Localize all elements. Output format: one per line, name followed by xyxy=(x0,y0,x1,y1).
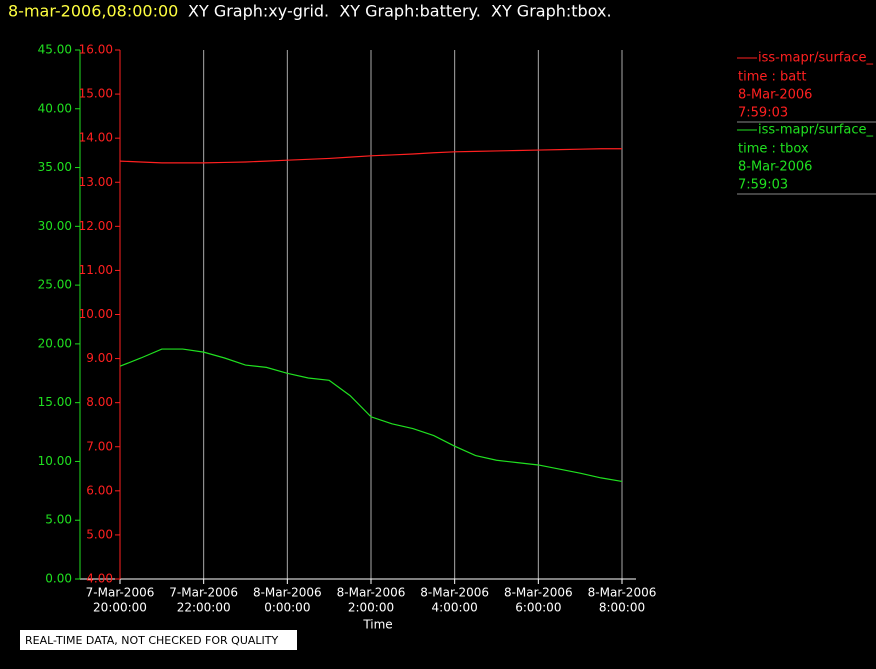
x-tick-label: 8-Mar-2006 xyxy=(420,586,489,600)
y2-tick-label: 14.00 xyxy=(79,131,113,145)
x-axis-title: Time xyxy=(362,618,392,632)
series-line xyxy=(119,348,623,483)
graph-list: XY Graph:xy-grid. XY Graph:battery. XY G… xyxy=(188,2,612,21)
legend-date: 8-Mar-2006 xyxy=(738,88,812,103)
x-tick-label: 4:00:00 xyxy=(432,601,478,615)
series-line xyxy=(119,148,622,164)
legend-name: iss-mapr/surface_ xyxy=(758,123,874,138)
legend-name: iss-mapr/surface_ xyxy=(758,51,874,66)
y-tick-label: 5.00 xyxy=(45,513,72,527)
y-tick-label: 10.00 xyxy=(38,454,72,468)
y-tick-label: 35.00 xyxy=(38,160,72,174)
x-tick-label: 2:00:00 xyxy=(348,601,394,615)
legend-time: 7:59:03 xyxy=(738,178,788,193)
x-tick-label: 8-Mar-2006 xyxy=(337,586,406,600)
y2-tick-label: 13.00 xyxy=(79,175,113,189)
y-tick-label: 20.00 xyxy=(38,336,72,350)
y2-tick-label: 11.00 xyxy=(79,263,113,277)
y-tick-label: 0.00 xyxy=(45,572,72,586)
y-tick-label: 30.00 xyxy=(38,219,72,233)
x-tick-label: 8-Mar-2006 xyxy=(504,586,573,600)
legend-date: 8-Mar-2006 xyxy=(738,160,812,175)
y2-tick-label: 10.00 xyxy=(79,307,113,321)
x-tick-label: 7-Mar-2006 xyxy=(169,586,238,600)
x-tick-label: 0:00:00 xyxy=(264,601,310,615)
x-tick-label: 6:00:00 xyxy=(515,601,561,615)
y2-tick-label: 7.00 xyxy=(86,439,113,453)
y2-tick-label: 16.00 xyxy=(79,43,113,57)
y2-tick-label: 6.00 xyxy=(86,483,113,497)
legend-time: 7:59:03 xyxy=(738,106,788,121)
x-tick-label: 8-Mar-2006 xyxy=(588,586,657,600)
timestamp: 8-mar-2006,08:00:00 xyxy=(8,2,178,21)
x-tick-label: 20:00:00 xyxy=(93,601,147,615)
y2-tick-label: 5.00 xyxy=(86,527,113,541)
y2-tick-label: 12.00 xyxy=(79,219,113,233)
footer-note: REAL-TIME DATA, NOT CHECKED FOR QUALITY xyxy=(25,634,279,647)
y2-tick-label: 8.00 xyxy=(86,395,113,409)
x-tick-label: 8-Mar-2006 xyxy=(253,586,322,600)
y-tick-label: 45.00 xyxy=(38,43,72,57)
legend-desc: time : tbox xyxy=(738,142,809,157)
y-tick-label: 25.00 xyxy=(38,278,72,292)
x-tick-label: 8:00:00 xyxy=(599,601,645,615)
y-tick-label: 15.00 xyxy=(38,395,72,409)
legend-desc: time : batt xyxy=(738,70,806,85)
y2-tick-label: 15.00 xyxy=(79,87,113,101)
y-tick-label: 40.00 xyxy=(38,101,72,115)
x-tick-label: 22:00:00 xyxy=(177,601,231,615)
x-tick-label: 7-Mar-2006 xyxy=(86,586,155,600)
y2-tick-label: 4.00 xyxy=(86,572,113,586)
y2-tick-label: 9.00 xyxy=(86,351,113,365)
note-box xyxy=(20,630,297,650)
